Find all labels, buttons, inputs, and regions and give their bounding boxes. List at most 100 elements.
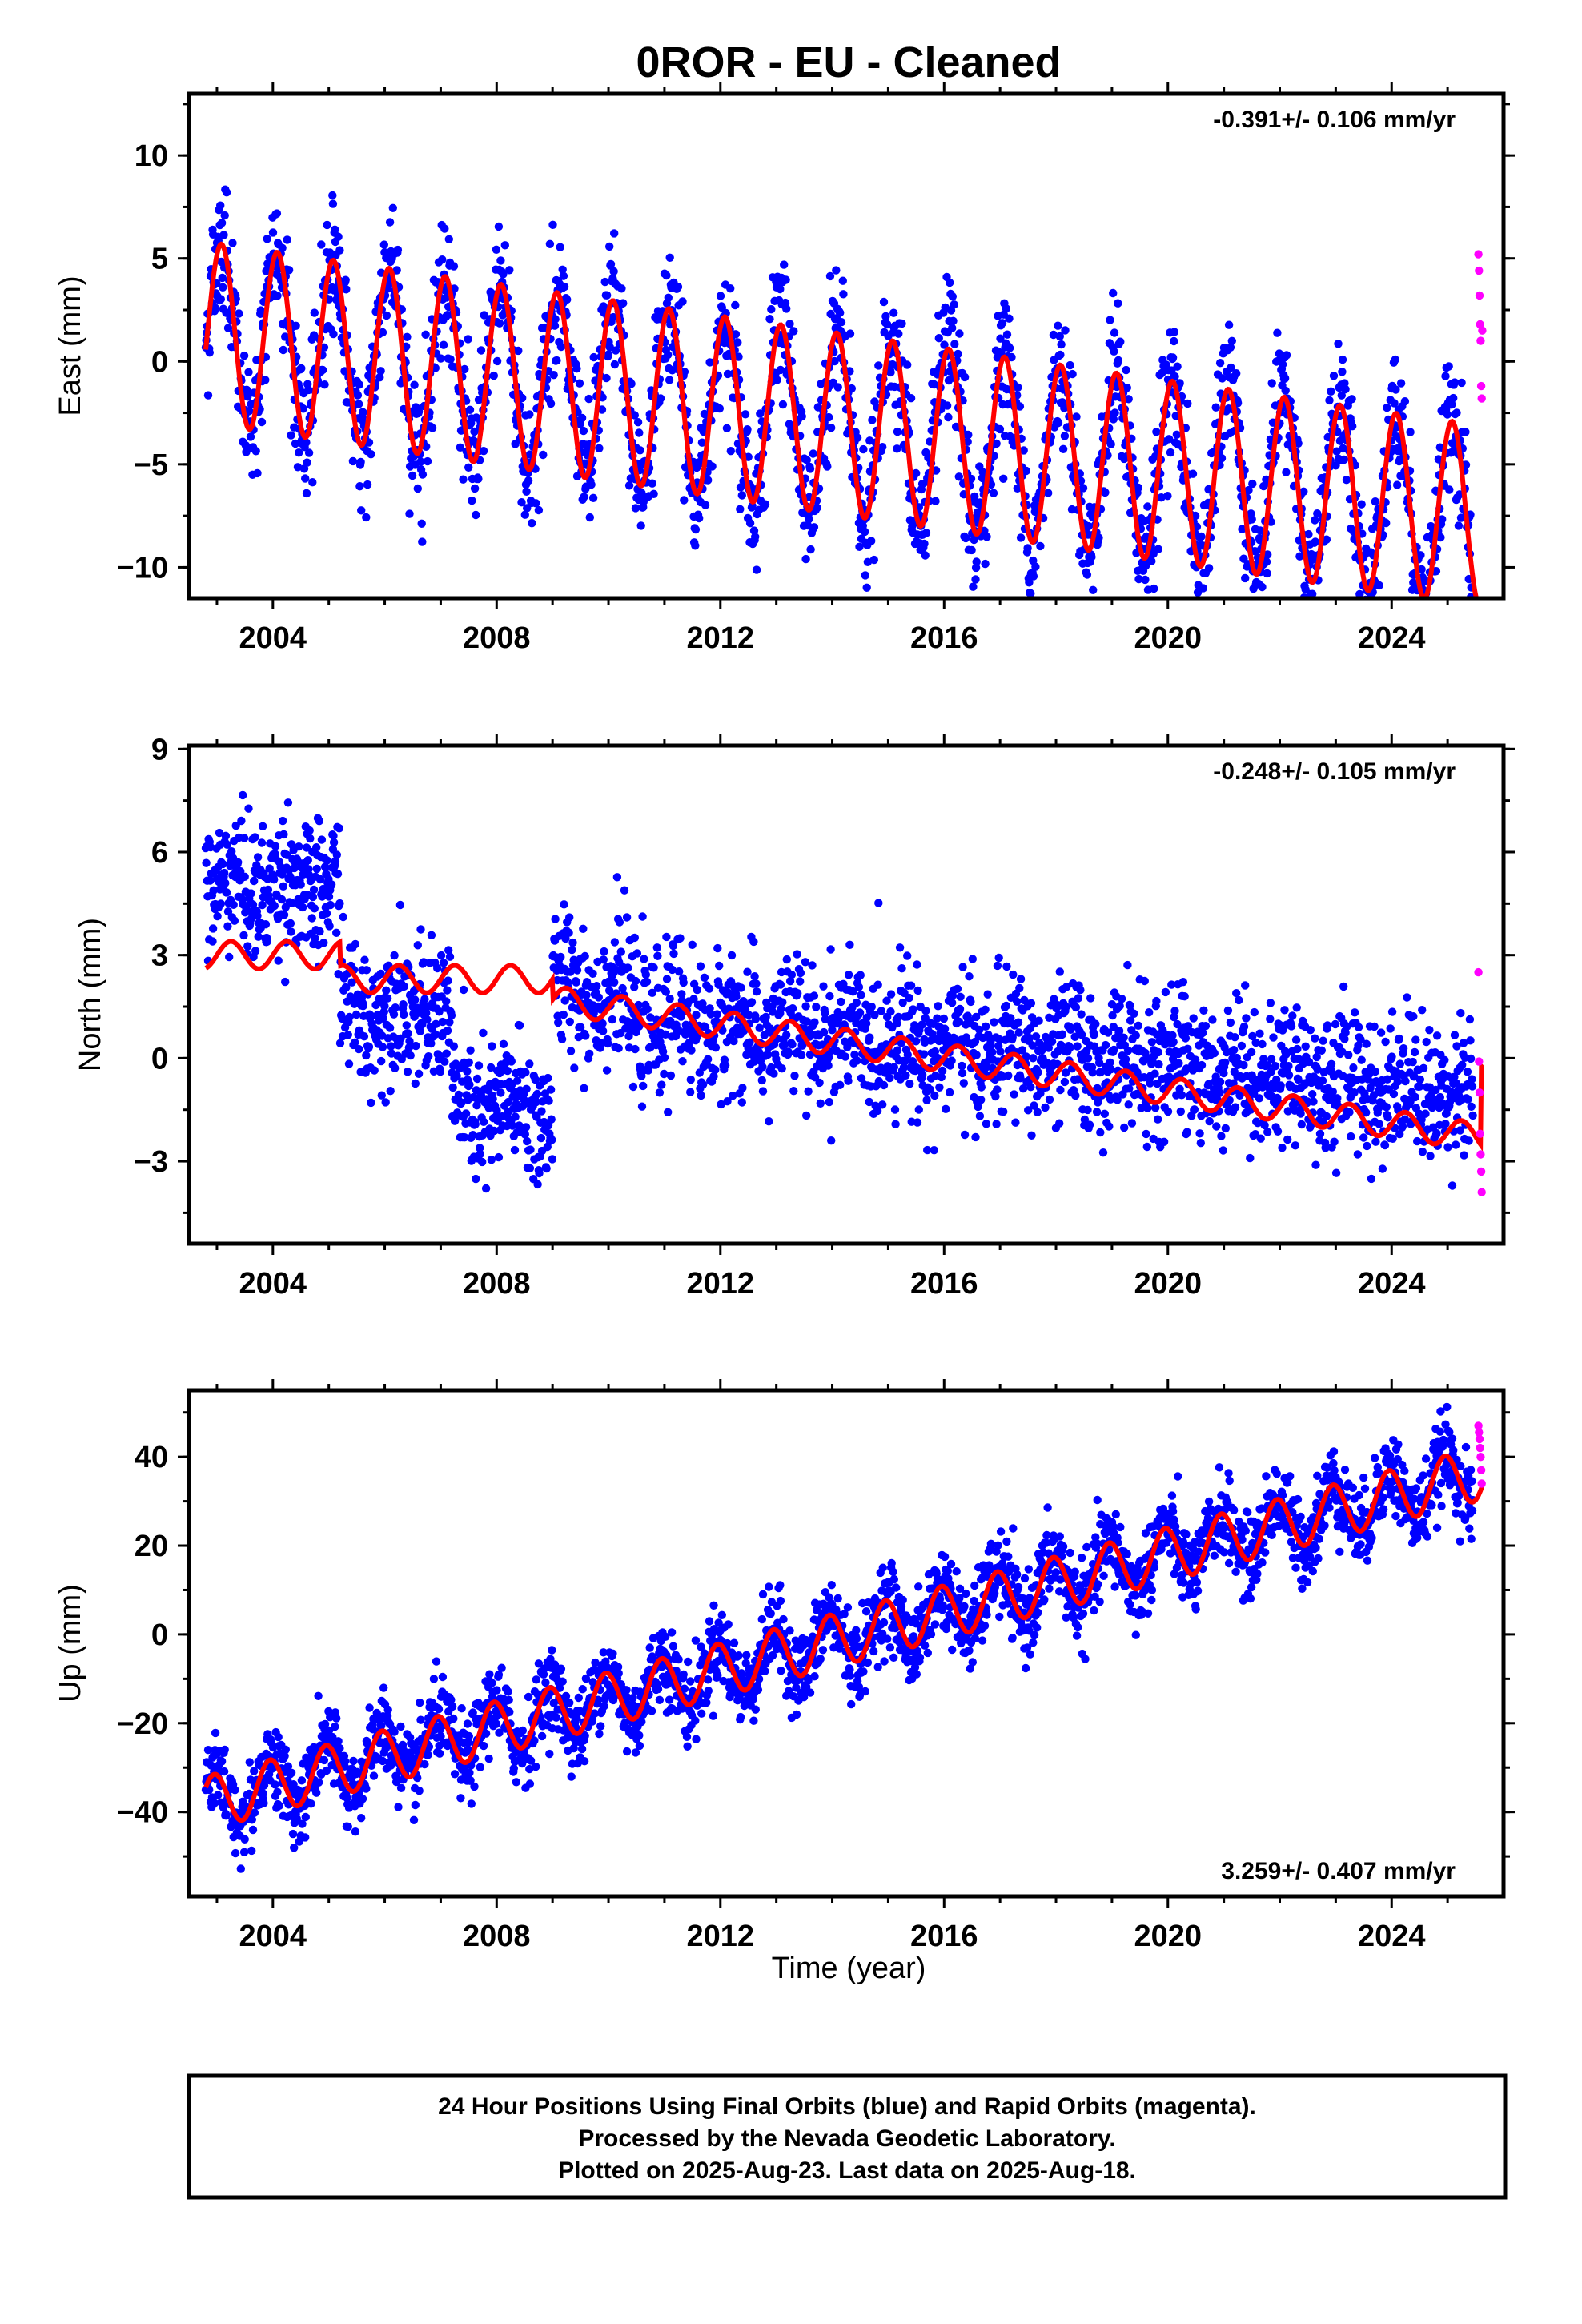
final-orbit-point	[837, 318, 846, 327]
final-orbit-point	[1382, 518, 1391, 528]
final-orbit-point	[1331, 461, 1340, 470]
final-orbit-point	[1338, 368, 1347, 376]
final-orbit-point	[588, 493, 598, 502]
final-orbit-point	[452, 1072, 461, 1080]
final-orbit-point	[914, 1105, 924, 1114]
final-orbit-point	[359, 408, 367, 417]
final-orbit-point	[698, 1080, 708, 1089]
final-orbit-point	[474, 474, 483, 484]
final-orbit-point	[478, 1157, 487, 1167]
final-orbit-point	[966, 1016, 974, 1025]
final-orbit-point	[668, 965, 677, 975]
final-orbit-point	[329, 329, 338, 339]
final-orbit-point	[845, 940, 854, 950]
final-orbit-point	[1141, 575, 1150, 585]
final-orbit-point	[1188, 469, 1198, 478]
final-orbit-point	[873, 980, 882, 989]
final-orbit-point	[223, 922, 232, 931]
final-orbit-point	[1110, 1045, 1118, 1055]
final-orbit-point	[1235, 995, 1243, 1005]
final-orbit-point	[1008, 1032, 1017, 1042]
final-orbit-point	[1016, 1074, 1025, 1083]
final-orbit-point	[751, 1015, 760, 1023]
chart-title: 0ROR - EU - Cleaned	[636, 38, 1061, 86]
final-orbit-point	[1231, 1033, 1239, 1042]
final-orbit-point	[388, 203, 397, 212]
final-orbit-point	[278, 870, 287, 879]
final-orbit-point	[392, 266, 401, 275]
final-orbit-point	[322, 909, 331, 918]
final-orbit-point	[993, 961, 1002, 971]
final-orbit-point	[903, 951, 912, 960]
final-orbit-point	[1190, 1105, 1199, 1114]
final-orbit-point	[548, 1136, 556, 1144]
final-orbit-point	[251, 947, 260, 955]
east-ylabel: East (mm)	[54, 275, 87, 416]
final-orbit-point	[899, 1063, 909, 1072]
final-orbit-point	[535, 1168, 544, 1178]
final-orbit-point	[227, 847, 236, 856]
final-orbit-point	[921, 529, 931, 537]
final-orbit-point	[308, 478, 317, 487]
final-orbit-point	[1393, 480, 1402, 489]
final-orbit-point	[972, 1051, 981, 1059]
final-orbit-point	[293, 463, 303, 472]
final-orbit-point	[436, 1068, 445, 1076]
final-orbit-point	[855, 1008, 865, 1017]
final-orbit-point	[253, 911, 262, 920]
final-orbit-point	[637, 489, 646, 497]
final-orbit-point	[367, 1011, 376, 1021]
final-orbit-point	[1147, 557, 1156, 565]
final-orbit-point	[733, 338, 742, 347]
final-orbit-point	[849, 987, 857, 996]
final-orbit-point	[1005, 314, 1014, 323]
final-orbit-point	[1247, 1047, 1256, 1057]
final-orbit-point	[1045, 1013, 1054, 1023]
final-orbit-point	[854, 983, 864, 991]
final-orbit-point	[1101, 1040, 1110, 1050]
final-orbit-point	[1013, 484, 1022, 493]
final-orbit-point	[780, 1040, 789, 1049]
final-orbit-point	[1150, 1069, 1159, 1078]
final-orbit-point	[1090, 605, 1098, 613]
final-orbit-point	[310, 904, 319, 913]
final-orbit-point	[977, 1096, 986, 1104]
east-rate-label: -0.391+/- 0.106 mm/yr	[1213, 107, 1456, 133]
final-orbit-point	[219, 868, 229, 878]
final-orbit-point	[1334, 340, 1343, 348]
final-orbit-point	[443, 986, 452, 995]
final-orbit-point	[503, 1066, 512, 1076]
final-orbit-point	[222, 188, 231, 197]
final-orbit-point	[679, 978, 688, 987]
final-orbit-point	[532, 1089, 542, 1099]
final-orbit-point	[1311, 537, 1320, 546]
final-orbit-point	[443, 1026, 452, 1035]
final-orbit-point	[704, 1055, 713, 1063]
final-orbit-point	[893, 427, 902, 436]
final-orbit-point	[1327, 387, 1335, 396]
final-orbit-point	[861, 571, 870, 580]
final-orbit-point	[1244, 485, 1253, 495]
final-orbit-point	[970, 492, 979, 501]
final-orbit-point	[1125, 1084, 1134, 1093]
final-orbit-point	[406, 1051, 415, 1060]
final-orbit-point	[1085, 1120, 1094, 1129]
final-orbit-point	[582, 991, 591, 999]
final-orbit-point	[525, 410, 534, 419]
final-orbit-point	[496, 1088, 505, 1097]
final-orbit-point	[810, 1018, 819, 1027]
final-orbit-point	[1033, 1108, 1042, 1116]
final-orbit-point	[446, 355, 455, 364]
final-orbit-point	[790, 1072, 799, 1080]
final-orbit-point	[1002, 304, 1011, 313]
final-orbit-point	[1106, 1058, 1114, 1068]
final-orbit-point	[808, 961, 817, 970]
final-orbit-point	[367, 450, 375, 459]
final-orbit-point	[1086, 994, 1095, 1003]
final-orbit-point	[1078, 484, 1088, 493]
final-orbit-point	[304, 385, 313, 395]
final-orbit-point	[219, 231, 228, 239]
final-orbit-point	[240, 872, 249, 882]
final-orbit-point	[696, 962, 705, 971]
final-orbit-point	[1226, 1018, 1235, 1027]
